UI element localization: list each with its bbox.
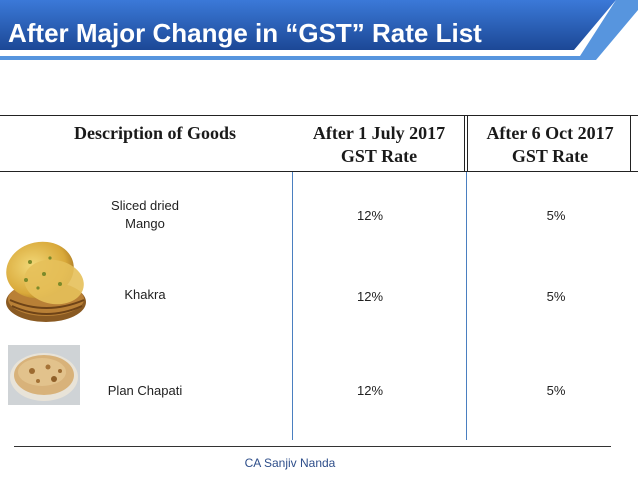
header-divider-2: [467, 115, 468, 171]
header-oct-line1: After 6 Oct 2017: [486, 123, 614, 143]
column-divider-2: [466, 172, 467, 440]
row-3-rate-oct: 5%: [546, 383, 566, 398]
row-2-rate-july: 12%: [356, 289, 384, 304]
column-divider-1: [292, 172, 293, 440]
row-3-description: Plan Chapati: [90, 382, 200, 400]
chapati-image: [8, 345, 80, 405]
footer-author: CA Sanjiv Nanda: [244, 456, 336, 470]
row-1-description: Sliced dried Mango: [90, 197, 200, 233]
row-3-name-line1: Plan Chapati: [107, 383, 183, 398]
header-top-rule: [0, 115, 638, 116]
header-july-line1: After 1 July 2017: [312, 123, 446, 143]
header-right-edge: [630, 115, 631, 171]
row-1-name-line2: Mango: [125, 216, 165, 231]
header-divider-1: [464, 115, 465, 171]
row-1-rate-oct: 5%: [546, 208, 566, 223]
row-2-name-line1: Khakra: [124, 287, 166, 302]
row-1-name-line1: Sliced dried: [111, 198, 179, 213]
header-description: Description of Goods: [20, 122, 290, 145]
header-july-line2: GST Rate: [340, 146, 418, 166]
header-oct-line2: GST Rate: [511, 146, 589, 166]
page-title: After Major Change in “GST” Rate List: [8, 18, 482, 48]
row-2-description: Khakra: [90, 286, 200, 304]
header-oct-rate: After 6 Oct 2017 GST Rate: [470, 122, 630, 168]
header-bottom-rule: [0, 171, 638, 172]
footer-rule: [14, 446, 611, 447]
header-july-rate: After 1 July 2017 GST Rate: [296, 122, 462, 168]
banner-background: [0, 0, 638, 60]
title-banner: After Major Change in “GST” Rate List: [0, 0, 638, 66]
khakra-image: [6, 241, 86, 322]
row-1-rate-july: 12%: [356, 208, 384, 223]
banner-shape: [0, 0, 616, 50]
header-description-line1: Description of Goods: [74, 123, 236, 143]
row-2-rate-oct: 5%: [546, 289, 566, 304]
row-3-rate-july: 12%: [356, 383, 384, 398]
